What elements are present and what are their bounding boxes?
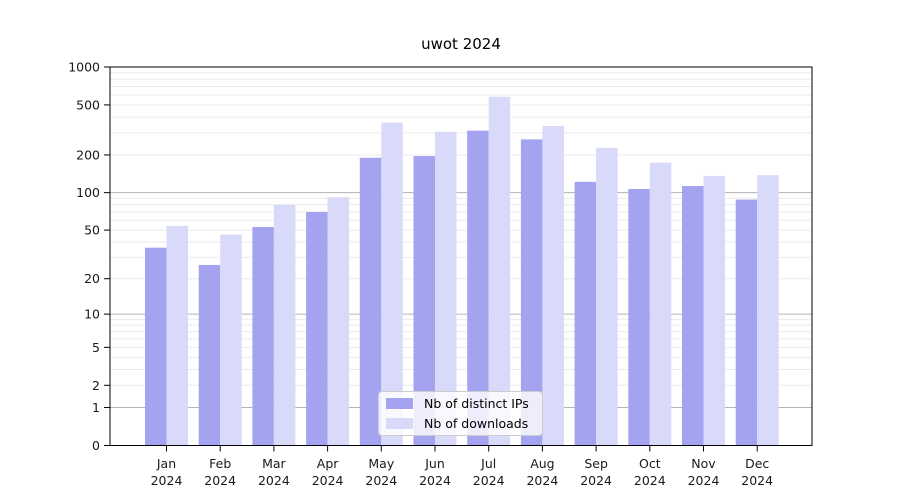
y-tick-label: 500 xyxy=(76,97,100,112)
x-tick-label-year: 2024 xyxy=(580,473,612,488)
bar-downloads xyxy=(435,131,457,446)
bar-distinct-ips xyxy=(252,226,274,446)
bar-downloads xyxy=(273,204,296,446)
x-tick-label-month: Apr xyxy=(317,456,339,471)
bar-distinct-ips xyxy=(735,199,758,446)
x-tick-label-year: 2024 xyxy=(634,473,666,488)
x-tick-label-month: Jun xyxy=(424,456,445,471)
x-tick-label-month: Oct xyxy=(639,456,661,471)
bar-distinct-ips xyxy=(306,211,328,446)
bar-downloads xyxy=(220,234,242,446)
y-tick-label: 50 xyxy=(84,223,100,238)
x-tick-label-year: 2024 xyxy=(151,473,183,488)
bar-downloads xyxy=(542,125,564,446)
x-tick-label-year: 2024 xyxy=(419,473,451,488)
bar-downloads xyxy=(596,147,618,446)
bar-downloads xyxy=(757,175,779,446)
legend-entry-distinct-ips: Nb of distinct IPs xyxy=(386,395,542,412)
legend-swatch-downloads xyxy=(386,418,413,429)
bar-distinct-ips xyxy=(467,130,489,446)
bar-downloads xyxy=(327,197,350,446)
x-tick-label-year: 2024 xyxy=(204,473,236,488)
axes-frame xyxy=(109,66,813,446)
x-tick-label-month: May xyxy=(368,456,394,471)
bar-distinct-ips xyxy=(413,156,435,446)
y-tick-label: 5 xyxy=(92,340,100,355)
x-tick-label-year: 2024 xyxy=(258,473,290,488)
y-tick-label: 0 xyxy=(92,438,100,453)
y-tick-label: 100 xyxy=(76,185,100,200)
x-tick-label-year: 2024 xyxy=(741,473,773,488)
bar-distinct-ips xyxy=(574,181,597,446)
bar-distinct-ips xyxy=(520,139,543,446)
bar-downloads xyxy=(381,122,403,446)
bar-downloads xyxy=(166,225,188,446)
x-tick-label-month: Jan xyxy=(156,456,176,471)
y-tick-label: 1 xyxy=(92,400,100,415)
x-tick-label-month: Feb xyxy=(209,456,231,471)
x-tick-label-month: Jul xyxy=(480,456,496,471)
bar-distinct-ips xyxy=(628,188,650,446)
y-tick-label: 2 xyxy=(92,378,100,393)
legend-label-downloads: Nb of downloads xyxy=(424,416,529,431)
y-tick-label: 200 xyxy=(76,147,100,162)
x-tick-label-month: Dec xyxy=(745,456,769,471)
x-tick-label-year: 2024 xyxy=(688,473,720,488)
y-tick-label: 10 xyxy=(84,307,100,322)
chart-title: uwot 2024 xyxy=(421,35,501,53)
x-tick-label-year: 2024 xyxy=(526,473,558,488)
bar-distinct-ips xyxy=(198,264,221,446)
x-tick-label-year: 2024 xyxy=(473,473,505,488)
legend-swatch-distinct-ips xyxy=(386,398,413,409)
y-tick-label: 1000 xyxy=(68,60,100,75)
legend: Nb of distinct IPs Nb of downloads xyxy=(378,391,543,436)
bar-downloads xyxy=(488,96,511,446)
x-tick-label-month: Aug xyxy=(530,456,554,471)
y-tick-label: 20 xyxy=(84,271,100,286)
legend-label-distinct-ips: Nb of distinct IPs xyxy=(424,396,529,411)
legend-entry-downloads: Nb of downloads xyxy=(386,415,542,432)
bar-distinct-ips xyxy=(145,247,167,446)
x-tick-label-month: Nov xyxy=(691,456,716,471)
x-tick-label-year: 2024 xyxy=(365,473,397,488)
bar-downloads xyxy=(703,175,725,446)
x-tick-label-year: 2024 xyxy=(312,473,344,488)
bar-distinct-ips xyxy=(682,186,704,446)
bar-distinct-ips xyxy=(359,157,382,446)
bar-downloads xyxy=(649,162,672,446)
x-tick-label-month: Sep xyxy=(584,456,608,471)
x-tick-label-month: Mar xyxy=(262,456,286,471)
